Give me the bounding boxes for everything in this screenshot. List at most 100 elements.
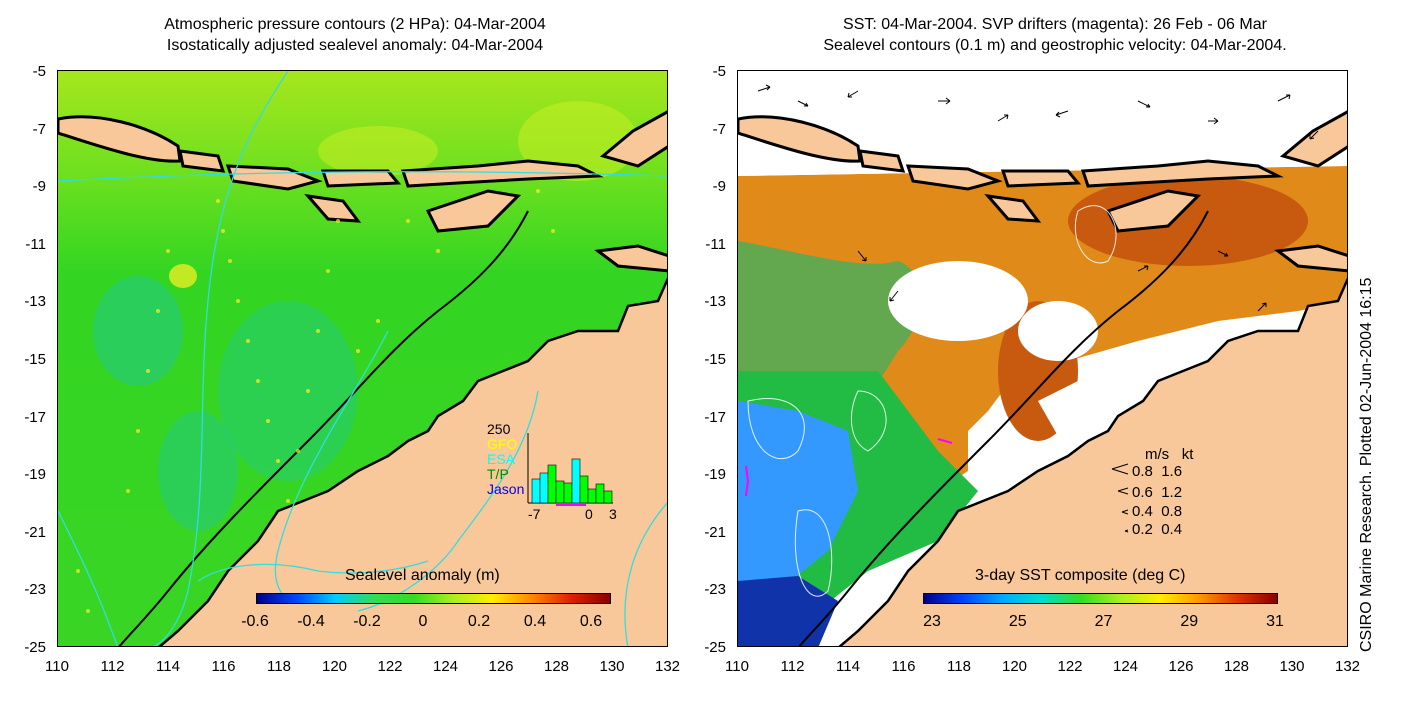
sla-blob bbox=[158, 411, 238, 531]
y-tick-label: -21 bbox=[24, 523, 46, 541]
sealevel-contours bbox=[747, 205, 1117, 597]
velocity-kt-value: 1.2 bbox=[1161, 484, 1183, 501]
x-tick-label: 114 bbox=[156, 658, 180, 675]
x-tick-label: 122 bbox=[377, 658, 403, 675]
y-tick-label: -25 bbox=[704, 639, 726, 656]
australia-landmass bbox=[838, 277, 1347, 646]
sealevel-anomaly-map bbox=[57, 70, 668, 647]
altimeter-tracks bbox=[76, 189, 555, 613]
australia-landmass bbox=[158, 277, 667, 646]
x-tick-label: 124 bbox=[432, 658, 459, 675]
sst-svg bbox=[738, 71, 1347, 646]
velocity-ms-value: 0.4 bbox=[1132, 503, 1153, 520]
credit-text: CSIRO Marine Research. Plotted 02-Jun-20… bbox=[1358, 277, 1375, 652]
x-tick-label: 118 bbox=[947, 658, 971, 675]
svp-drifter-tracks bbox=[745, 438, 953, 497]
right-map-title: SST: 04-Mar-2004. SVP drifters (magenta)… bbox=[760, 14, 1350, 56]
velocity-legend-row: 0.2 0.4 bbox=[1132, 521, 1182, 538]
y-tick-label: -9 bbox=[32, 178, 46, 196]
sla-blob bbox=[169, 264, 197, 288]
cloud-patch bbox=[1018, 301, 1098, 361]
x-tick-label: 112 bbox=[780, 658, 805, 675]
x-tick-label: 118 bbox=[267, 658, 291, 675]
sst-cold-patch bbox=[738, 401, 858, 611]
sla-colorbar-label: Sealevel anomaly (m) bbox=[345, 567, 500, 584]
y-tick-label: -7 bbox=[32, 120, 46, 138]
y-tick-label: -17 bbox=[24, 408, 46, 426]
y-tick-label: -5 bbox=[32, 63, 46, 80]
colorbar-tick-label: 31 bbox=[1266, 613, 1284, 630]
y-tick-label: -9 bbox=[712, 178, 726, 196]
colorbar-tick-label: 27 bbox=[1094, 613, 1113, 630]
legend-esa: ESA bbox=[487, 451, 516, 467]
colorbar-tick-label: 23 bbox=[923, 613, 941, 630]
y-tick-label: -23 bbox=[24, 581, 46, 599]
legend-tp: T/P bbox=[487, 466, 509, 482]
indonesian-islands bbox=[58, 110, 667, 273]
sealevel-anomaly-svg bbox=[58, 71, 667, 646]
indonesian-islands bbox=[738, 110, 1347, 273]
velocity-kt-value: 1.6 bbox=[1161, 463, 1183, 480]
sst-hot-patch bbox=[1068, 176, 1308, 266]
colorbar-tick-label: 0.6 bbox=[579, 613, 603, 630]
velocity-arrows bbox=[757, 84, 1319, 312]
x-tick-label: 116 bbox=[211, 658, 236, 675]
y-tick-label: -5 bbox=[712, 63, 726, 80]
x-tick-label: 132 bbox=[654, 658, 681, 675]
velocity-kt-value: 0.4 bbox=[1161, 521, 1183, 538]
colorbar-tick-label: -0.2 bbox=[353, 613, 381, 630]
cloud-patch bbox=[738, 71, 1347, 176]
y-tick-label: -13 bbox=[24, 293, 46, 311]
right-title-line1: SST: 04-Mar-2004. SVP drifters (magenta)… bbox=[843, 16, 1267, 33]
velocity-unit-ms: m/s bbox=[1145, 446, 1170, 463]
sla-blob bbox=[93, 276, 183, 386]
x-tick-label: 128 bbox=[1223, 658, 1250, 675]
velocity-ms-value: 0.6 bbox=[1132, 484, 1153, 501]
histogram-ymax: 250 bbox=[487, 421, 511, 437]
x-tick-label: 120 bbox=[1001, 658, 1028, 675]
colorbar-tick-label: 25 bbox=[1008, 613, 1027, 630]
colorbar-tick-label: 0 bbox=[418, 613, 428, 630]
x-tick-label: 126 bbox=[488, 658, 514, 675]
velocity-ms-value: 0.8 bbox=[1132, 463, 1153, 480]
left-map-title: Atmospheric pressure contours (2 HPa): 0… bbox=[90, 14, 620, 56]
histogram-xtick: 3 bbox=[609, 506, 617, 522]
colorbar-tick-label: 0.2 bbox=[467, 613, 491, 630]
shelf-edge-line bbox=[118, 210, 529, 646]
x-tick-label: 122 bbox=[1057, 658, 1083, 675]
velocity-legend-row: 0.6 1.2 bbox=[1132, 484, 1182, 501]
velocity-kt-value: 0.8 bbox=[1161, 503, 1183, 520]
y-tick-label: -11 bbox=[705, 235, 726, 253]
x-tick-label: 120 bbox=[321, 658, 348, 675]
histogram-xtick: -7 bbox=[528, 506, 541, 522]
sla-blob bbox=[518, 101, 638, 181]
sst-cold-patch bbox=[738, 576, 838, 646]
shelf-edge-line bbox=[798, 210, 1209, 646]
velocity-legend-arrows bbox=[1111, 463, 1129, 533]
x-tick-label: 112 bbox=[100, 658, 125, 675]
y-tick-label: -21 bbox=[704, 523, 726, 541]
pressure-contours bbox=[58, 71, 667, 646]
velocity-ms-value: 0.2 bbox=[1132, 521, 1153, 538]
y-tick-label: -23 bbox=[704, 581, 726, 599]
colorbar-tick-label: -0.4 bbox=[297, 613, 325, 630]
left-title-line1: Atmospheric pressure contours (2 HPa): 0… bbox=[164, 16, 546, 33]
y-tick-label: -17 bbox=[704, 408, 726, 426]
x-tick-label: 114 bbox=[836, 658, 860, 675]
legend-jason: Jason bbox=[487, 481, 525, 497]
colorbar-tick-label: 29 bbox=[1180, 613, 1199, 630]
y-tick-label: -7 bbox=[712, 120, 726, 138]
x-tick-label: 130 bbox=[1279, 658, 1305, 675]
legend-gfo: GFO bbox=[487, 436, 518, 452]
x-tick-label: 110 bbox=[45, 658, 69, 675]
velocity-legend-row: 0.8 1.6 bbox=[1132, 463, 1182, 480]
sst-colorbar-label: 3-day SST composite (deg C) bbox=[975, 567, 1186, 584]
x-tick-label: 110 bbox=[725, 658, 749, 675]
sst-map bbox=[737, 70, 1348, 647]
y-tick-label: -15 bbox=[704, 351, 726, 368]
x-tick-label: 132 bbox=[1334, 658, 1361, 675]
sla-blob bbox=[218, 301, 358, 481]
x-tick-label: 124 bbox=[1112, 658, 1139, 675]
sla-blob bbox=[318, 126, 438, 176]
y-tick-label: -19 bbox=[24, 466, 46, 484]
